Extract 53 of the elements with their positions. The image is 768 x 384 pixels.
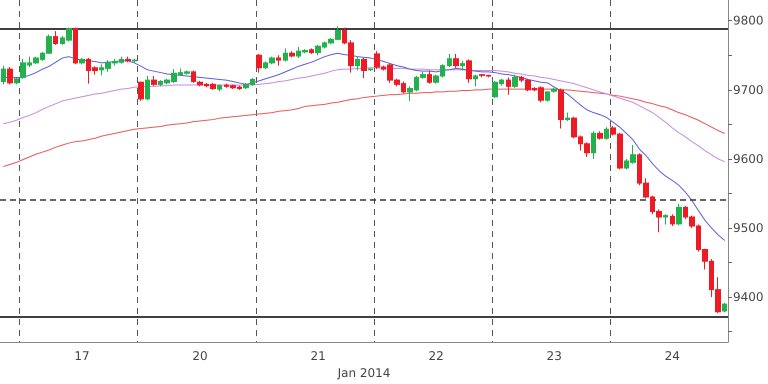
- candlestick: [558, 88, 564, 130]
- candlestick: [14, 76, 19, 85]
- candlestick: [132, 58, 137, 63]
- candlestick: [73, 27, 78, 65]
- candlestick: [551, 87, 557, 94]
- candlestick: [466, 58, 472, 84]
- x-tick-label: 22: [428, 349, 444, 364]
- x-tick-label: 21: [310, 349, 326, 364]
- candlestick: [138, 81, 144, 102]
- y-tick-label: 9400: [733, 290, 764, 304]
- y-tick-label: 9700: [733, 82, 764, 97]
- candlestick: [670, 214, 675, 226]
- candlestick: [276, 54, 281, 66]
- y-tick-label: 9500: [733, 221, 764, 236]
- candlestick: [597, 130, 603, 140]
- candlestick: [355, 56, 360, 71]
- candlestick: [473, 74, 478, 87]
- candlestick: [283, 48, 288, 62]
- candlestick: [565, 112, 570, 122]
- candlestick: [460, 60, 465, 71]
- candlestick: [663, 214, 668, 226]
- candlestick: [676, 203, 682, 226]
- x-tick-label: 20: [192, 349, 208, 364]
- candlestick: [361, 58, 367, 79]
- candlestick: [145, 76, 150, 101]
- candlestick: [368, 68, 373, 72]
- candlestick: [453, 53, 459, 68]
- candlestick: [506, 76, 511, 96]
- x-tick-label: 17: [74, 349, 90, 364]
- candlestick: [256, 53, 262, 74]
- candlestick: [217, 84, 222, 92]
- candlestick: [309, 48, 314, 54]
- candlestick: [53, 30, 58, 46]
- candlestick: [545, 90, 550, 102]
- candlestick: [427, 70, 432, 84]
- candlestick: [447, 53, 452, 68]
- x-tick-label: 23: [546, 349, 562, 364]
- candlestick: [1, 65, 6, 85]
- candlestick: [79, 58, 85, 65]
- candlestick: [125, 56, 131, 63]
- candlestick: [512, 74, 518, 88]
- x-tick-label: 24: [664, 349, 680, 364]
- x-axis-title: Jan 2014: [336, 366, 390, 380]
- y-tick-label: 9600: [733, 152, 764, 166]
- y-tick-label: 9800: [733, 14, 764, 28]
- candlestick: [151, 76, 157, 86]
- candlestick: [289, 50, 295, 58]
- candlestick: [591, 130, 596, 160]
- candlestick: [722, 302, 727, 313]
- candlestick: [604, 126, 609, 140]
- line-series: [2, 67, 726, 162]
- line-series: [2, 88, 726, 168]
- candlestick: [7, 66, 13, 85]
